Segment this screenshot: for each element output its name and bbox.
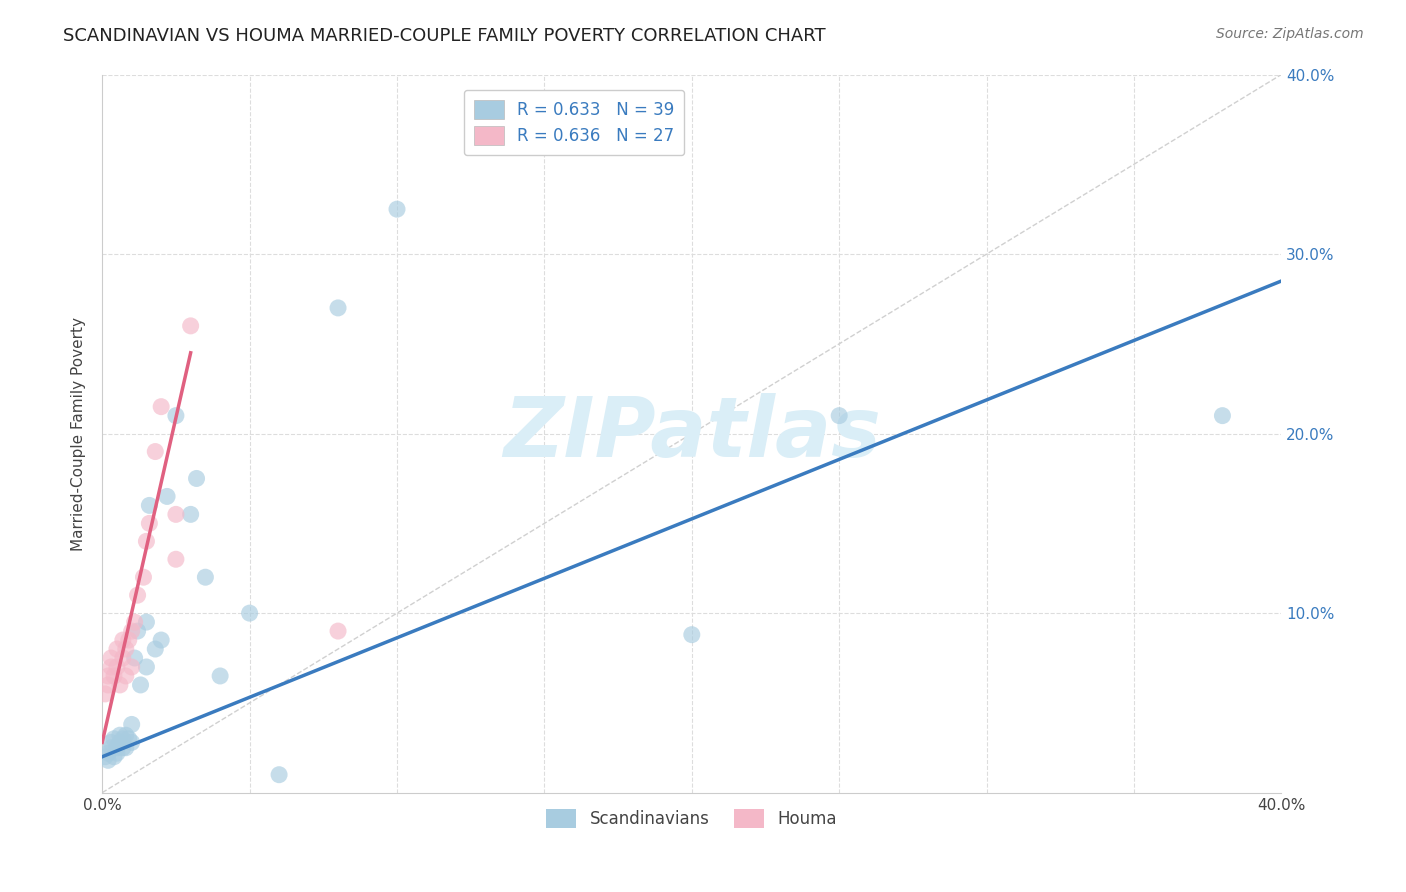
Point (135, 534, 157, 549)
Point (97, 678, 120, 692)
Point (132, 570, 155, 584)
Point (100, 651, 122, 665)
Point (194, 570, 217, 584)
Point (108, 728, 131, 742)
Point (127, 624, 149, 638)
Y-axis label: Married-Couple Family Poverty: Married-Couple Family Poverty (72, 317, 86, 550)
Text: Source: ZipAtlas.com: Source: ZipAtlas.com (1216, 27, 1364, 41)
Point (111, 731, 134, 746)
Point (103, 749, 125, 764)
Point (828, 409, 851, 423)
Point (127, 588, 149, 602)
Point (111, 633, 134, 648)
Point (165, 552, 187, 566)
Point (326, 301, 349, 315)
Point (165, 508, 187, 522)
Point (114, 669, 136, 683)
Point (138, 499, 160, 513)
Legend: Scandinavians, Houma: Scandinavians, Houma (540, 802, 844, 835)
Point (105, 740, 128, 755)
Point (118, 731, 141, 746)
Point (124, 651, 146, 665)
Point (100, 660, 122, 674)
Point (100, 740, 122, 755)
Point (114, 740, 136, 755)
Point (150, 400, 173, 414)
Point (111, 740, 134, 755)
Point (267, 767, 290, 781)
Point (121, 660, 143, 674)
Point (150, 633, 173, 648)
Point (114, 642, 136, 657)
Point (100, 735, 122, 749)
Point (111, 651, 134, 665)
Point (121, 717, 143, 731)
Point (143, 444, 166, 458)
Point (180, 508, 202, 522)
Point (105, 660, 128, 674)
Point (681, 628, 703, 642)
Point (135, 615, 157, 629)
Point (138, 516, 160, 531)
Point (326, 624, 349, 638)
Point (108, 735, 131, 749)
Point (97, 746, 120, 760)
Point (135, 660, 157, 674)
Point (1211, 409, 1233, 423)
Point (97, 669, 120, 683)
Point (156, 490, 179, 504)
Point (121, 624, 143, 638)
Point (124, 615, 146, 629)
Point (114, 728, 136, 742)
Point (108, 678, 131, 692)
Point (94, 687, 117, 701)
Point (209, 669, 232, 683)
Point (180, 318, 202, 333)
Point (103, 669, 125, 683)
Point (118, 633, 141, 648)
Point (239, 606, 262, 620)
Point (97, 753, 120, 767)
Point (105, 642, 128, 657)
Point (143, 642, 166, 657)
Point (103, 731, 125, 746)
Point (94, 749, 117, 764)
Point (105, 746, 128, 760)
Point (129, 678, 152, 692)
Point (385, 202, 408, 216)
Point (121, 735, 143, 749)
Text: SCANDINAVIAN VS HOUMA MARRIED-COUPLE FAMILY POVERTY CORRELATION CHART: SCANDINAVIAN VS HOUMA MARRIED-COUPLE FAM… (63, 27, 825, 45)
Point (165, 409, 187, 423)
Point (186, 471, 208, 485)
Text: ZIPatlas: ZIPatlas (503, 393, 880, 474)
